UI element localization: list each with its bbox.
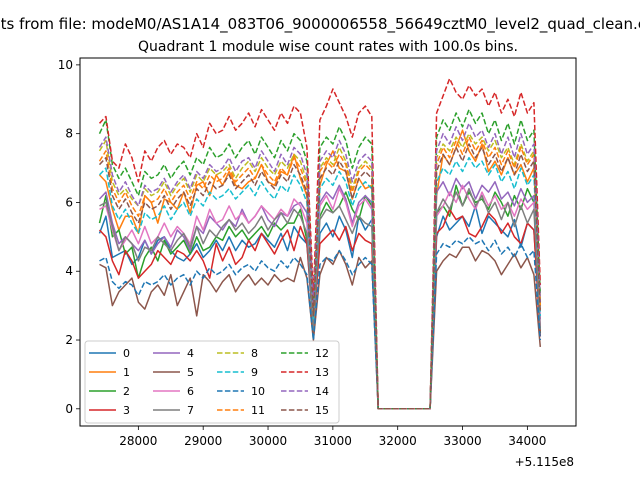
series-line-9 [98, 156, 542, 410]
legend-label-13: 13 [315, 366, 329, 379]
series-line-3 [98, 208, 542, 410]
y-tick-label: 0 [65, 402, 73, 416]
legend-label-3: 3 [123, 404, 130, 417]
plot-frame [79, 57, 577, 427]
legend-label-12: 12 [315, 347, 329, 360]
y-tick-label: 8 [65, 127, 73, 141]
series-line-6 [99, 184, 542, 410]
series-line-7 [99, 187, 542, 410]
legend-label-10: 10 [251, 385, 265, 398]
y-axis: 0 2 4 6 8 10 [58, 58, 80, 416]
x-tick-label: 31000 [314, 434, 352, 448]
legend-label-4: 4 [187, 347, 194, 360]
legend-label-1: 1 [123, 366, 130, 379]
legend-label-2: 2 [123, 385, 130, 398]
x-axis-offset-label: +5.115e8 [515, 455, 574, 469]
x-tick-label: 32000 [379, 434, 417, 448]
x-tick-label: 30000 [249, 434, 287, 448]
series-line-5 [99, 246, 542, 410]
legend-box [84, 340, 340, 424]
series-line-4 [98, 177, 542, 410]
legend-label-15: 15 [315, 404, 329, 417]
x-tick-label: 28000 [119, 434, 157, 448]
x-tick-label: 34000 [508, 434, 546, 448]
series-line-2 [98, 184, 542, 410]
legend-label-11: 11 [251, 404, 265, 417]
series-line-10 [99, 236, 542, 410]
legend-label-7: 7 [187, 404, 194, 417]
legend-label-8: 8 [251, 347, 258, 360]
legend-label-5: 5 [187, 366, 194, 379]
plot-lines [98, 77, 542, 410]
series-line-8 [98, 132, 542, 410]
legend-label-6: 6 [187, 385, 194, 398]
y-tick-label: 6 [65, 195, 73, 209]
series-line-14 [98, 122, 542, 410]
legend-label-14: 14 [315, 385, 329, 398]
series-line-12 [98, 108, 542, 410]
x-tick-label: 29000 [184, 434, 222, 448]
figure-suptitle: Plots from file: modeM0/AS1A14_083T06_90… [0, 15, 640, 34]
legend-label-0: 0 [123, 347, 130, 360]
x-axis: 28000 29000 30000 31000 32000 33000 34000 [119, 426, 546, 448]
y-tick-label: 2 [65, 333, 73, 347]
series-line-1 [98, 129, 542, 410]
legend-label-9: 9 [251, 366, 258, 379]
chart-title: Quadrant 1 module wise count rates with … [138, 39, 518, 55]
y-tick-label: 4 [65, 264, 73, 278]
series-line-11 [98, 136, 542, 410]
y-tick-label: 10 [58, 58, 73, 72]
series-line-13 [98, 77, 542, 410]
x-tick-label: 33000 [443, 434, 481, 448]
